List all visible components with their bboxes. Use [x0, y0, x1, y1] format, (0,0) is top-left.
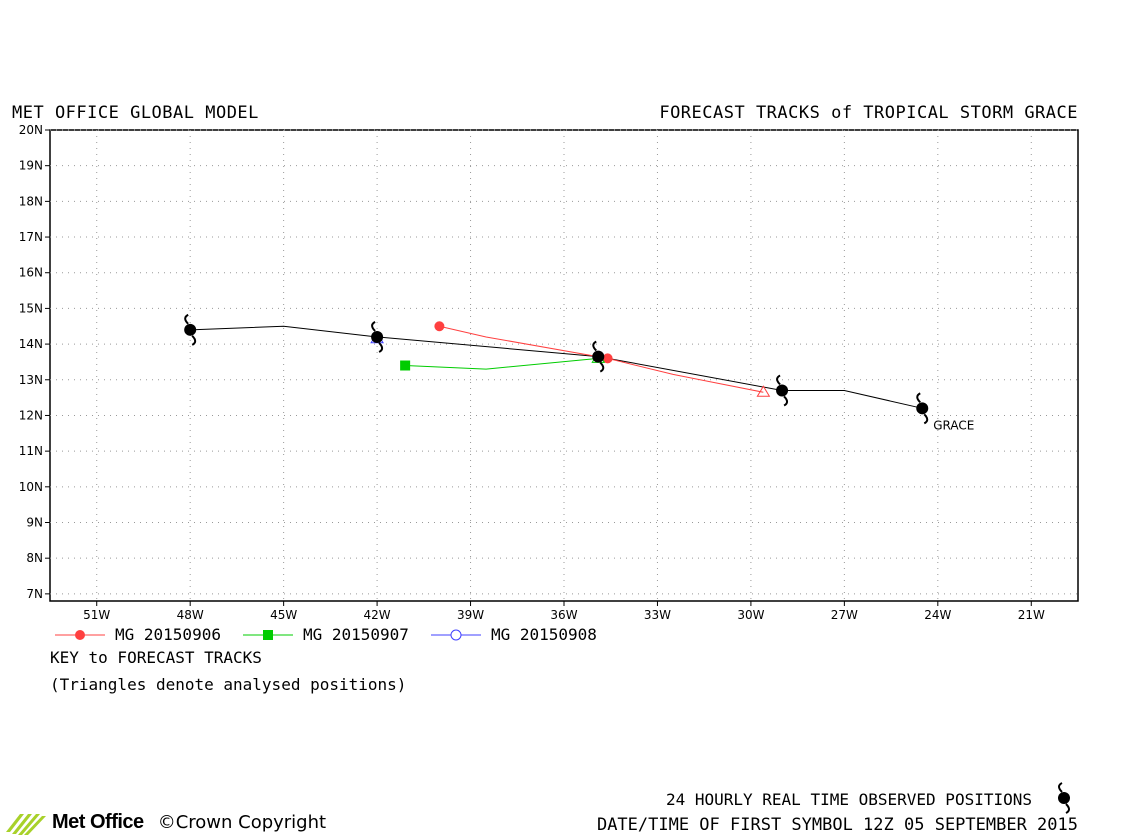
y-tick-label: 18N: [19, 194, 43, 208]
x-tick-label: 24W: [924, 608, 951, 622]
hurricane-symbol-arm: [783, 395, 789, 407]
header-left-title: MET OFFICE GLOBAL MODEL: [12, 103, 259, 123]
y-tick-label: 20N: [19, 123, 43, 137]
hurricane-symbol-arm: [599, 361, 605, 373]
legend-item-0: MG 20150906: [55, 625, 221, 644]
hurricane-symbol-core: [592, 350, 605, 363]
y-tick-label: 12N: [19, 408, 43, 422]
met-office-logo-icon: [6, 814, 46, 835]
legend: MG 20150906 MG 20150907 MG 20150908: [55, 625, 597, 644]
first-symbol-datetime: DATE/TIME OF FIRST SYMBOL 12Z 05 SEPTEMB…: [596, 815, 1078, 835]
legend-marker-circle-icon: [55, 629, 105, 640]
hurricane-symbol-icon: [916, 392, 929, 425]
y-tick-label: 9N: [26, 516, 43, 530]
x-tick-label: 39W: [457, 608, 484, 622]
y-tick-label: 14N: [19, 337, 43, 351]
y-tick-label: 8N: [26, 551, 43, 565]
forecast-track-line: [405, 357, 599, 370]
hurricane-symbol-icon: [371, 321, 384, 353]
x-tick-label: 33W: [644, 608, 671, 622]
hurricane-symbol-arm: [191, 335, 197, 346]
legend-label: MG 20150906: [115, 625, 221, 644]
y-tick-label: 17N: [19, 230, 43, 244]
forecast-point-circle: [602, 353, 613, 364]
hurricane-symbol-arm: [923, 413, 929, 425]
x-tick-label: 21W: [1018, 608, 1045, 622]
y-tick-label: 11N: [19, 444, 43, 458]
forecast-point-circle: [434, 321, 445, 332]
x-tick-label: 48W: [177, 608, 204, 622]
hurricane-symbol-arm: [184, 313, 189, 325]
key-note: (Triangles denote analysed positions): [50, 675, 407, 694]
legend-item-2: MG 20150908: [430, 625, 597, 644]
hurricane-symbol-core: [184, 323, 197, 336]
forecast-point-square: [400, 360, 411, 371]
plot-frame: [49, 129, 1079, 602]
hurricane-symbol-core: [776, 384, 789, 397]
y-tick-label: 19N: [19, 159, 43, 173]
met-office-logo: Met Office ©Crown Copyright: [6, 808, 326, 836]
hurricane-symbol-arm: [371, 321, 376, 332]
legend-marker-square-icon: [242, 629, 293, 640]
hurricane-symbol-icon: [1058, 782, 1070, 814]
hurricane-symbol-icon: [184, 313, 197, 346]
y-tick-label: 10N: [19, 480, 43, 494]
legend-label: MG 20150908: [490, 625, 597, 644]
hurricane-symbol-icon: [592, 340, 605, 373]
observed-track-line: [190, 325, 923, 409]
x-tick-label: 42W: [364, 608, 391, 622]
y-tick-label: 16N: [19, 266, 43, 280]
key-title: KEY to FORECAST TRACKS: [50, 648, 262, 667]
x-tick-label: 30W: [737, 608, 764, 622]
x-tick-label: 27W: [831, 608, 858, 622]
copyright-text: ©Crown Copyright: [157, 811, 327, 833]
hurricane-symbol-core: [371, 330, 384, 343]
hurricane-symbol-icon: [776, 374, 789, 407]
hurricane-symbol-arm: [776, 374, 781, 386]
header-right-title: FORECAST TRACKS of TROPICAL STORM GRACE: [659, 103, 1078, 123]
analysed-position-triangle: [756, 385, 771, 397]
y-tick-label: 13N: [19, 373, 43, 387]
hurricane-symbol-core: [916, 402, 929, 415]
legend-label: MG 20150907: [302, 625, 409, 644]
y-tick-label: 7N: [26, 587, 43, 601]
hurricane-symbol-arm: [592, 340, 597, 352]
x-tick-label: 45W: [270, 608, 297, 622]
logo-text: Met Office: [52, 810, 144, 833]
y-tick-label: 15N: [19, 301, 43, 315]
x-tick-label: 36W: [550, 608, 577, 622]
hurricane-symbol-arm: [916, 392, 921, 404]
hurricane-symbol-arm: [378, 342, 384, 353]
observed-positions-label: 24 HOURLY REAL TIME OBSERVED POSITIONS: [665, 790, 1032, 809]
storm-name-label: GRACE: [933, 418, 974, 432]
legend-marker-open-circle-icon: [430, 629, 481, 640]
legend-item-1: MG 20150907: [242, 625, 409, 644]
x-tick-label: 51W: [83, 608, 110, 622]
